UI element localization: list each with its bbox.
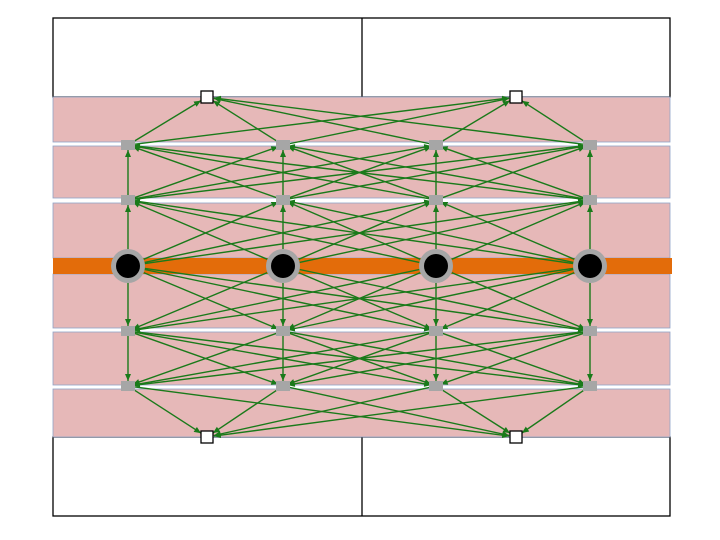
- big-node: [578, 254, 602, 278]
- edge-arrow: [440, 201, 575, 260]
- edge-arrow: [132, 143, 586, 201]
- edge-arrow: [132, 198, 574, 265]
- edge-arrow: [132, 146, 279, 199]
- gray-node: [121, 326, 135, 336]
- edge-arrow: [212, 388, 280, 434]
- big-node: [116, 254, 140, 278]
- gray-node: [429, 381, 443, 391]
- edge-arrow: [144, 268, 432, 332]
- big-node: [271, 254, 295, 278]
- node-group: [111, 90, 607, 444]
- edge-arrow: [132, 332, 279, 385]
- edge-arrow: [132, 267, 574, 333]
- edge-arrow: [287, 268, 574, 332]
- edge-arrow: [132, 201, 268, 260]
- edge-arrow: [440, 271, 575, 330]
- edge-arrow: [287, 199, 574, 264]
- edge-arrow: [144, 198, 586, 265]
- center-bar-group: [53, 258, 672, 274]
- edge-arrow: [132, 144, 432, 200]
- edge-arrow: [299, 199, 586, 264]
- edge-arrow: [132, 330, 586, 388]
- edge-arrow: [144, 267, 586, 333]
- gray-node: [429, 195, 443, 205]
- gray-node: [583, 140, 597, 150]
- edge-arrow: [287, 271, 421, 330]
- edge-arrow: [213, 96, 432, 145]
- pink-band: [52, 96, 671, 143]
- edge-arrow: [213, 386, 586, 439]
- gray-node: [583, 381, 597, 391]
- edge-arrow: [439, 99, 511, 144]
- edge-arrow: [132, 268, 420, 332]
- edge-arrow: [132, 331, 432, 387]
- gray-node: [429, 140, 443, 150]
- terminal-node: [509, 90, 523, 104]
- edge-arrow: [298, 271, 432, 330]
- edge-arrow: [440, 332, 586, 385]
- edge-arrow: [521, 100, 587, 143]
- terminal-node: [509, 430, 523, 444]
- gray-node: [276, 195, 290, 205]
- edge-arrow: [299, 268, 586, 332]
- big-node: [424, 254, 448, 278]
- gray-node: [276, 326, 290, 336]
- edge-arrow: [287, 144, 586, 200]
- edge-group: [125, 95, 593, 439]
- gray-node: [583, 195, 597, 205]
- edge-arrow: [143, 201, 279, 260]
- gray-node: [429, 326, 443, 336]
- gray-node: [121, 140, 135, 150]
- edge-arrow: [131, 388, 202, 434]
- gray-node: [276, 381, 290, 391]
- edge-arrow: [287, 331, 586, 387]
- gray-node: [121, 381, 135, 391]
- gray-node: [276, 140, 290, 150]
- edge-arrow: [287, 201, 421, 260]
- edge-arrow: [132, 199, 420, 264]
- terminal-node: [200, 430, 214, 444]
- edge-arrow: [131, 100, 202, 143]
- pink-band: [52, 388, 671, 438]
- edge-arrow: [143, 271, 279, 330]
- edge-arrow: [132, 271, 268, 330]
- edge-arrow: [440, 146, 586, 199]
- edge-arrow: [521, 388, 587, 434]
- gray-node: [121, 195, 135, 205]
- edge-arrow: [212, 100, 280, 143]
- gray-node: [583, 326, 597, 336]
- center-bar: [53, 258, 672, 274]
- edge-arrow: [439, 388, 511, 434]
- edge-arrow: [144, 199, 432, 264]
- terminal-node: [200, 90, 214, 104]
- edge-arrow: [213, 386, 432, 437]
- edge-arrow: [298, 201, 432, 260]
- edge-arrow: [213, 95, 586, 146]
